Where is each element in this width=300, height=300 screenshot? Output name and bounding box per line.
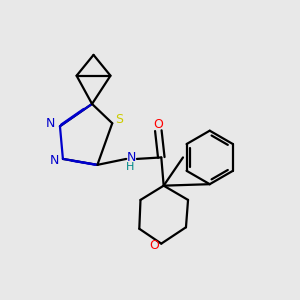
Text: H: H — [126, 162, 135, 172]
Text: O: O — [149, 238, 159, 252]
Text: N: N — [46, 117, 55, 130]
Text: O: O — [153, 118, 163, 130]
Text: S: S — [116, 113, 123, 126]
Text: N: N — [127, 151, 136, 164]
Text: N: N — [50, 154, 59, 167]
